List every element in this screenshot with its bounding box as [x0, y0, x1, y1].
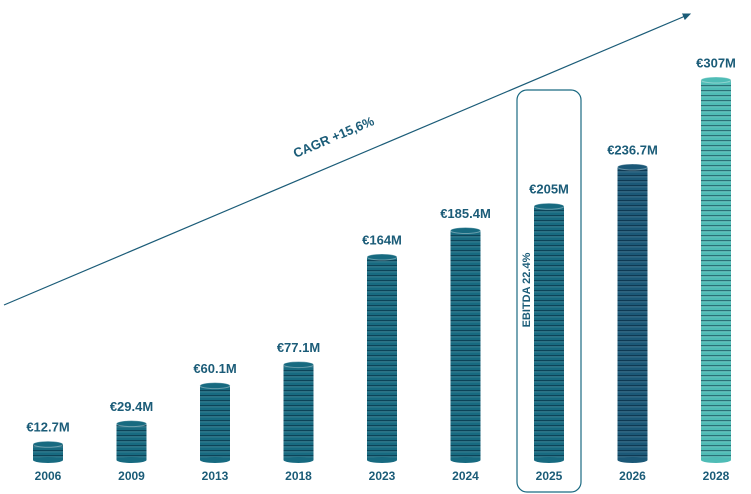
- coin-texture: [367, 257, 397, 460]
- x-tick-label: 2026: [619, 469, 646, 483]
- bar-bottom: [617, 457, 648, 463]
- coin-texture: [701, 80, 731, 460]
- bar-bottom: [534, 457, 564, 463]
- coin-texture: [33, 444, 63, 460]
- x-tick-label: 2024: [452, 469, 479, 483]
- x-tick-label: 2023: [369, 469, 396, 483]
- bar-top: [700, 76, 732, 84]
- bar-bottom: [367, 457, 397, 463]
- value-label: €185.4M: [440, 206, 491, 221]
- bar-bottom: [33, 457, 63, 463]
- bar-bottom: [200, 457, 230, 463]
- x-tick-label: 2009: [118, 469, 145, 483]
- x-tick-label: 2025: [536, 469, 563, 483]
- bar-top: [283, 361, 314, 369]
- bar-top: [450, 227, 481, 235]
- x-tick-label: 2028: [703, 469, 730, 483]
- coin-texture: [116, 423, 147, 460]
- bar-bottom: [116, 457, 147, 463]
- value-label: €236.7M: [607, 142, 658, 157]
- coin-texture: [617, 167, 648, 460]
- value-label: €60.1M: [193, 361, 236, 376]
- bar-top: [116, 420, 147, 428]
- x-tick-label: 2018: [285, 469, 312, 483]
- bar-top: [617, 163, 648, 171]
- value-label: €307M: [696, 55, 736, 70]
- trend-arrow: [3, 13, 692, 306]
- value-label: €12.7M: [26, 420, 69, 435]
- value-label: €164M: [362, 232, 402, 247]
- coin-texture: [534, 206, 564, 460]
- bar-top: [199, 382, 231, 390]
- coin-texture: [450, 230, 481, 460]
- bar-top: [32, 440, 64, 448]
- bar-bottom: [701, 457, 731, 463]
- ebitda-annotation: EBITDA 22.4%: [521, 252, 533, 327]
- bar-top: [366, 253, 398, 261]
- value-label: €29.4M: [110, 399, 153, 414]
- value-label: €77.1M: [277, 340, 320, 355]
- bar-bottom: [283, 457, 314, 463]
- bar-bottom: [450, 457, 481, 463]
- coin-texture: [200, 385, 230, 460]
- cagr-annotation: CAGR +15,6%: [291, 113, 377, 161]
- x-tick-label: 2013: [202, 469, 229, 483]
- value-label: €205M: [529, 182, 569, 197]
- highlight-box: [516, 89, 582, 493]
- x-tick-label: 2006: [35, 469, 62, 483]
- bar-top: [533, 202, 565, 210]
- coin-texture: [283, 364, 314, 460]
